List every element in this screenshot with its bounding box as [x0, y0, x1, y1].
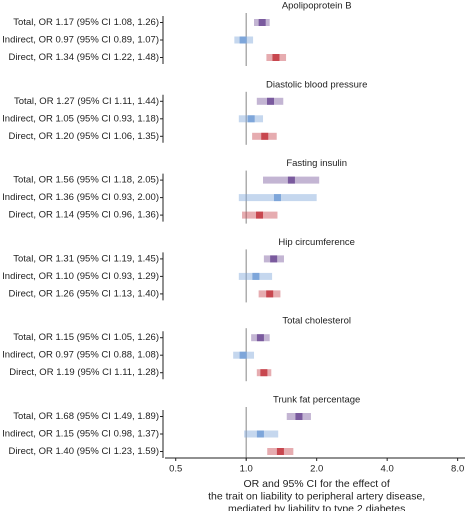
point-estimate: [276, 448, 284, 455]
row-label: Indirect, OR 0.97 (95% CI 0.89, 1.07): [2, 35, 159, 46]
point-estimate: [260, 369, 268, 377]
row-label: Indirect, OR 1.15 (95% CI 0.98, 1.37): [2, 429, 159, 440]
row-label: Direct, OR 1.14 (95% CI 0.96, 1.36): [9, 210, 159, 221]
row-label: Total, OR 1.56 (95% CI 1.18, 2.05): [13, 175, 159, 186]
point-estimate: [239, 36, 247, 44]
panel-title: Fasting insulin: [286, 158, 347, 169]
panel-title: Apolipoprotein B: [282, 1, 352, 12]
point-estimate: [273, 194, 281, 202]
x-tick-label: 0.5: [169, 464, 182, 475]
point-estimate: [295, 413, 303, 420]
row-label: Total, OR 1.27 (95% CI 1.11, 1.44): [14, 96, 159, 107]
point-estimate: [270, 255, 278, 263]
row-label: Total, OR 1.15 (95% CI 1.05, 1.26): [13, 332, 159, 343]
point-estimate: [272, 54, 280, 61]
row-label: Direct, OR 1.19 (95% CI 1.11, 1.28): [9, 367, 159, 378]
x-tick-label: 4.0: [381, 464, 394, 475]
row-label: Total, OR 1.68 (95% CI 1.49, 1.89): [13, 411, 159, 422]
row-label: Direct, OR 1.26 (95% CI 1.13, 1.40): [9, 288, 159, 299]
x-axis-label: mediated by liability to type 2 diabetes: [228, 503, 405, 511]
point-estimate: [267, 97, 275, 105]
row-label: Direct, OR 1.20 (95% CI 1.06, 1.35): [9, 131, 159, 142]
point-estimate: [266, 290, 274, 298]
row-label: Total, OR 1.17 (95% CI 1.08, 1.26): [13, 17, 159, 28]
point-estimate: [258, 19, 266, 26]
point-estimate: [247, 115, 255, 123]
point-estimate: [256, 211, 264, 219]
row-label: Direct, OR 1.40 (95% CI 1.23, 1.59): [9, 446, 159, 457]
row-label: Indirect, OR 1.05 (95% CI 0.93, 1.18): [2, 113, 159, 124]
row-label: Direct, OR 1.34 (95% CI 1.22, 1.48): [9, 52, 159, 63]
x-tick-label: 8.0: [451, 464, 464, 475]
x-tick-label: 2.0: [310, 464, 323, 475]
row-label: Indirect, OR 1.36 (95% CI 0.93, 2.00): [2, 192, 159, 203]
row-label: Total, OR 1.31 (95% CI 1.19, 1.45): [13, 253, 159, 264]
point-estimate: [287, 176, 295, 184]
panel-title: Total cholesterol: [282, 316, 351, 327]
point-estimate: [256, 430, 264, 438]
point-estimate: [256, 334, 264, 342]
x-tick-label: 1.0: [240, 464, 253, 475]
panel-title: Trunk fat percentage: [273, 395, 360, 406]
row-label: Indirect, OR 1.10 (95% CI 0.93, 1.29): [2, 271, 159, 282]
point-estimate: [252, 272, 260, 280]
point-estimate: [261, 132, 269, 140]
panel-title: Diastolic blood pressure: [266, 79, 367, 90]
point-estimate: [239, 351, 247, 359]
x-axis-label: the trait on liability to peripheral art…: [208, 490, 425, 502]
x-axis-label: OR and 95% CI for the effect of: [244, 478, 390, 490]
row-label: Indirect, OR 0.97 (95% CI 0.88, 1.08): [2, 350, 159, 361]
panel-title: Hip circumference: [278, 237, 355, 248]
